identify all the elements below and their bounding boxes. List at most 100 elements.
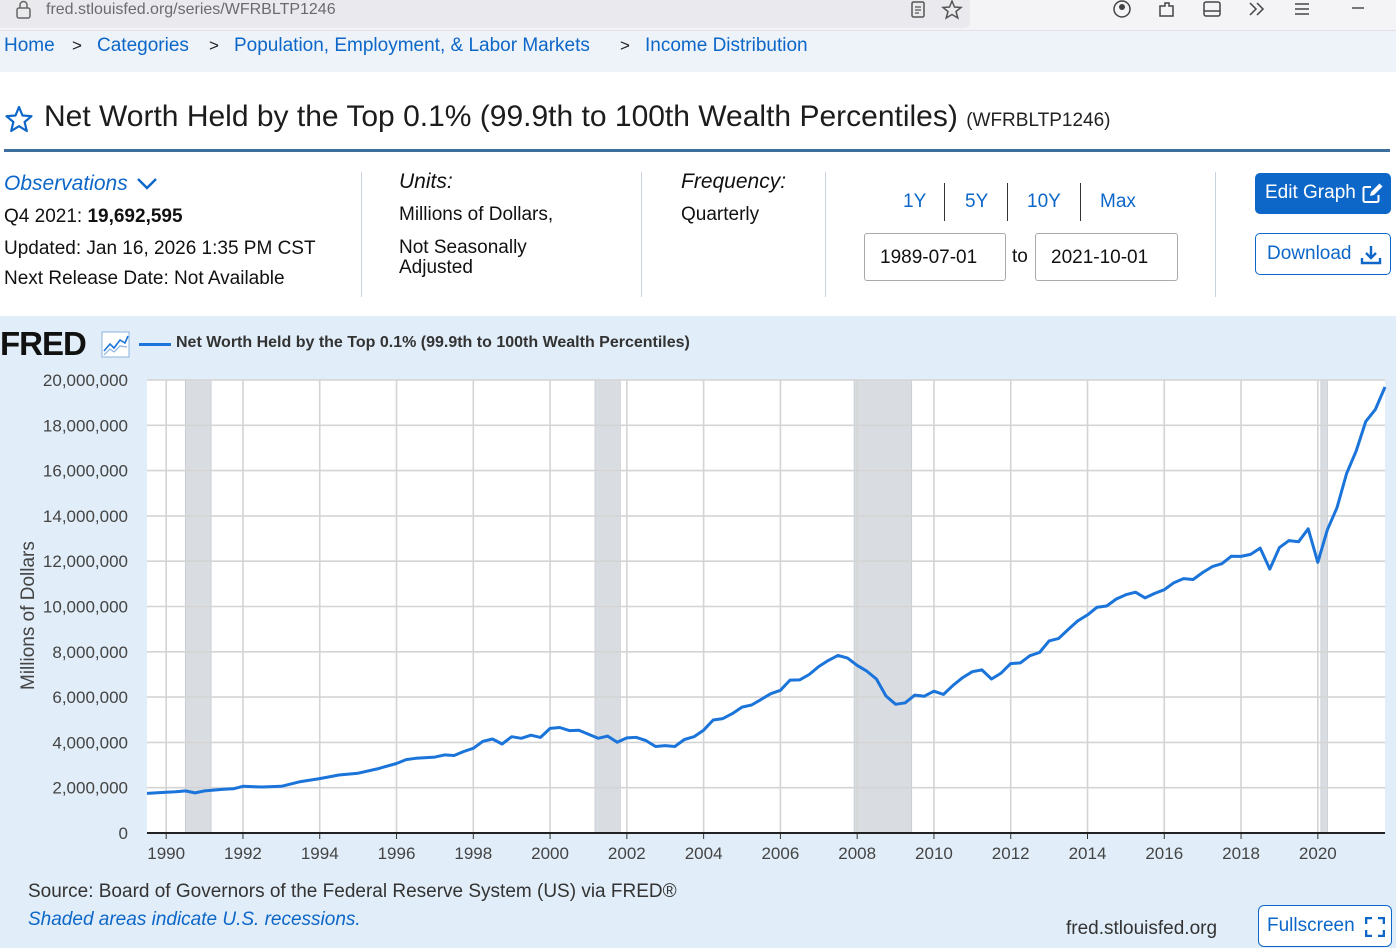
data-point[interactable] [929,686,939,696]
series-line[interactable] [146,386,1387,795]
range-5y-button[interactable]: 5Y [965,191,989,212]
data-point[interactable] [161,787,171,797]
data-point[interactable] [727,709,737,719]
range-10y-button[interactable]: 10Y [1027,191,1061,212]
data-point[interactable] [670,742,680,752]
data-point[interactable] [1044,636,1054,646]
data-point[interactable] [1054,633,1064,643]
sidebar-icon[interactable] [1202,0,1222,20]
data-point[interactable] [948,680,958,690]
data-point[interactable] [1083,610,1093,620]
data-point[interactable] [775,685,785,695]
end-date-input[interactable]: 2021-10-01 [1035,233,1178,281]
data-point[interactable] [967,667,977,677]
data-point[interactable] [584,729,594,739]
url-text[interactable]: fred.stlouisfed.org/series/WFRBLTP1246 [46,1,336,18]
data-point[interactable] [1025,651,1035,661]
data-point[interactable] [785,675,795,685]
data-point[interactable] [1246,549,1256,559]
data-point[interactable] [593,733,603,743]
data-point[interactable] [219,784,229,794]
data-point[interactable] [996,668,1006,678]
address-bar[interactable] [0,0,970,28]
data-point[interactable] [641,736,651,746]
breadcrumb-home[interactable]: Home [4,35,55,56]
data-point[interactable] [516,733,526,743]
data-point[interactable] [238,781,248,791]
data-point[interactable] [823,655,833,665]
data-point[interactable] [718,714,728,724]
data-point[interactable] [987,674,997,684]
data-point[interactable] [852,660,862,670]
observations-toggle[interactable]: Observations [4,172,158,196]
bookmark-star-icon[interactable] [941,0,963,20]
data-point[interactable] [296,777,306,787]
data-point[interactable] [180,786,190,796]
data-point[interactable] [737,702,747,712]
data-point[interactable] [257,782,267,792]
data-point[interactable] [871,674,881,684]
data-point[interactable] [1370,404,1380,414]
data-point[interactable] [1063,624,1073,634]
data-point[interactable] [276,781,286,791]
data-point[interactable] [564,726,574,736]
data-point[interactable] [449,751,459,761]
data-point[interactable] [804,670,814,680]
data-point[interactable] [1035,648,1045,658]
data-point[interactable] [679,735,689,745]
data-point[interactable] [1073,616,1083,626]
data-point[interactable] [411,753,421,763]
data-point[interactable] [977,665,987,675]
data-point[interactable] [1015,658,1025,668]
data-point[interactable] [440,750,450,760]
data-point[interactable] [1255,543,1265,553]
data-point[interactable] [622,733,632,743]
data-point[interactable] [699,725,709,735]
data-point[interactable] [372,764,382,774]
data-point[interactable] [708,715,718,725]
data-point[interactable] [1121,590,1131,600]
data-point[interactable] [1102,601,1112,611]
data-point[interactable] [1159,585,1169,595]
account-icon[interactable] [1112,0,1132,20]
data-point[interactable] [766,689,776,699]
data-point[interactable] [1092,602,1102,612]
data-point[interactable] [631,732,641,742]
data-point[interactable] [651,742,661,752]
download-button[interactable]: Download [1255,233,1391,275]
data-point[interactable] [507,732,517,742]
data-point[interactable] [1006,659,1016,669]
data-point[interactable] [756,694,766,704]
data-point[interactable] [478,736,488,746]
data-point[interactable] [1207,562,1217,572]
fullscreen-button[interactable]: Fullscreen [1258,905,1392,947]
data-point[interactable] [1140,593,1150,603]
data-point[interactable] [881,691,891,701]
data-point[interactable] [833,650,843,660]
data-point[interactable] [142,788,152,798]
reader-view-icon[interactable] [908,0,928,20]
data-point[interactable] [1150,588,1160,598]
data-point[interactable] [891,699,901,709]
data-point[interactable] [1284,536,1294,546]
data-point[interactable] [1111,594,1121,604]
data-point[interactable] [747,700,757,710]
data-point[interactable] [1342,469,1352,479]
data-point[interactable] [1332,503,1342,513]
range-max-button[interactable]: Max [1100,191,1136,212]
data-point[interactable] [574,725,584,735]
data-point[interactable] [190,788,200,798]
minimize-icon[interactable] [1350,0,1366,16]
data-point[interactable] [958,673,968,683]
data-point[interactable] [919,691,929,701]
data-point[interactable] [171,787,181,797]
breadcrumb-population-employment[interactable]: Population, Employment, & Labor Markets [234,35,590,56]
data-point[interactable] [401,755,411,765]
data-point[interactable] [536,732,546,742]
data-point[interactable] [1303,524,1313,534]
data-point[interactable] [1351,446,1361,456]
edit-graph-button[interactable]: Edit Graph [1255,173,1391,214]
data-point[interactable] [603,731,613,741]
data-point[interactable] [612,737,622,747]
data-point[interactable] [1188,575,1198,585]
